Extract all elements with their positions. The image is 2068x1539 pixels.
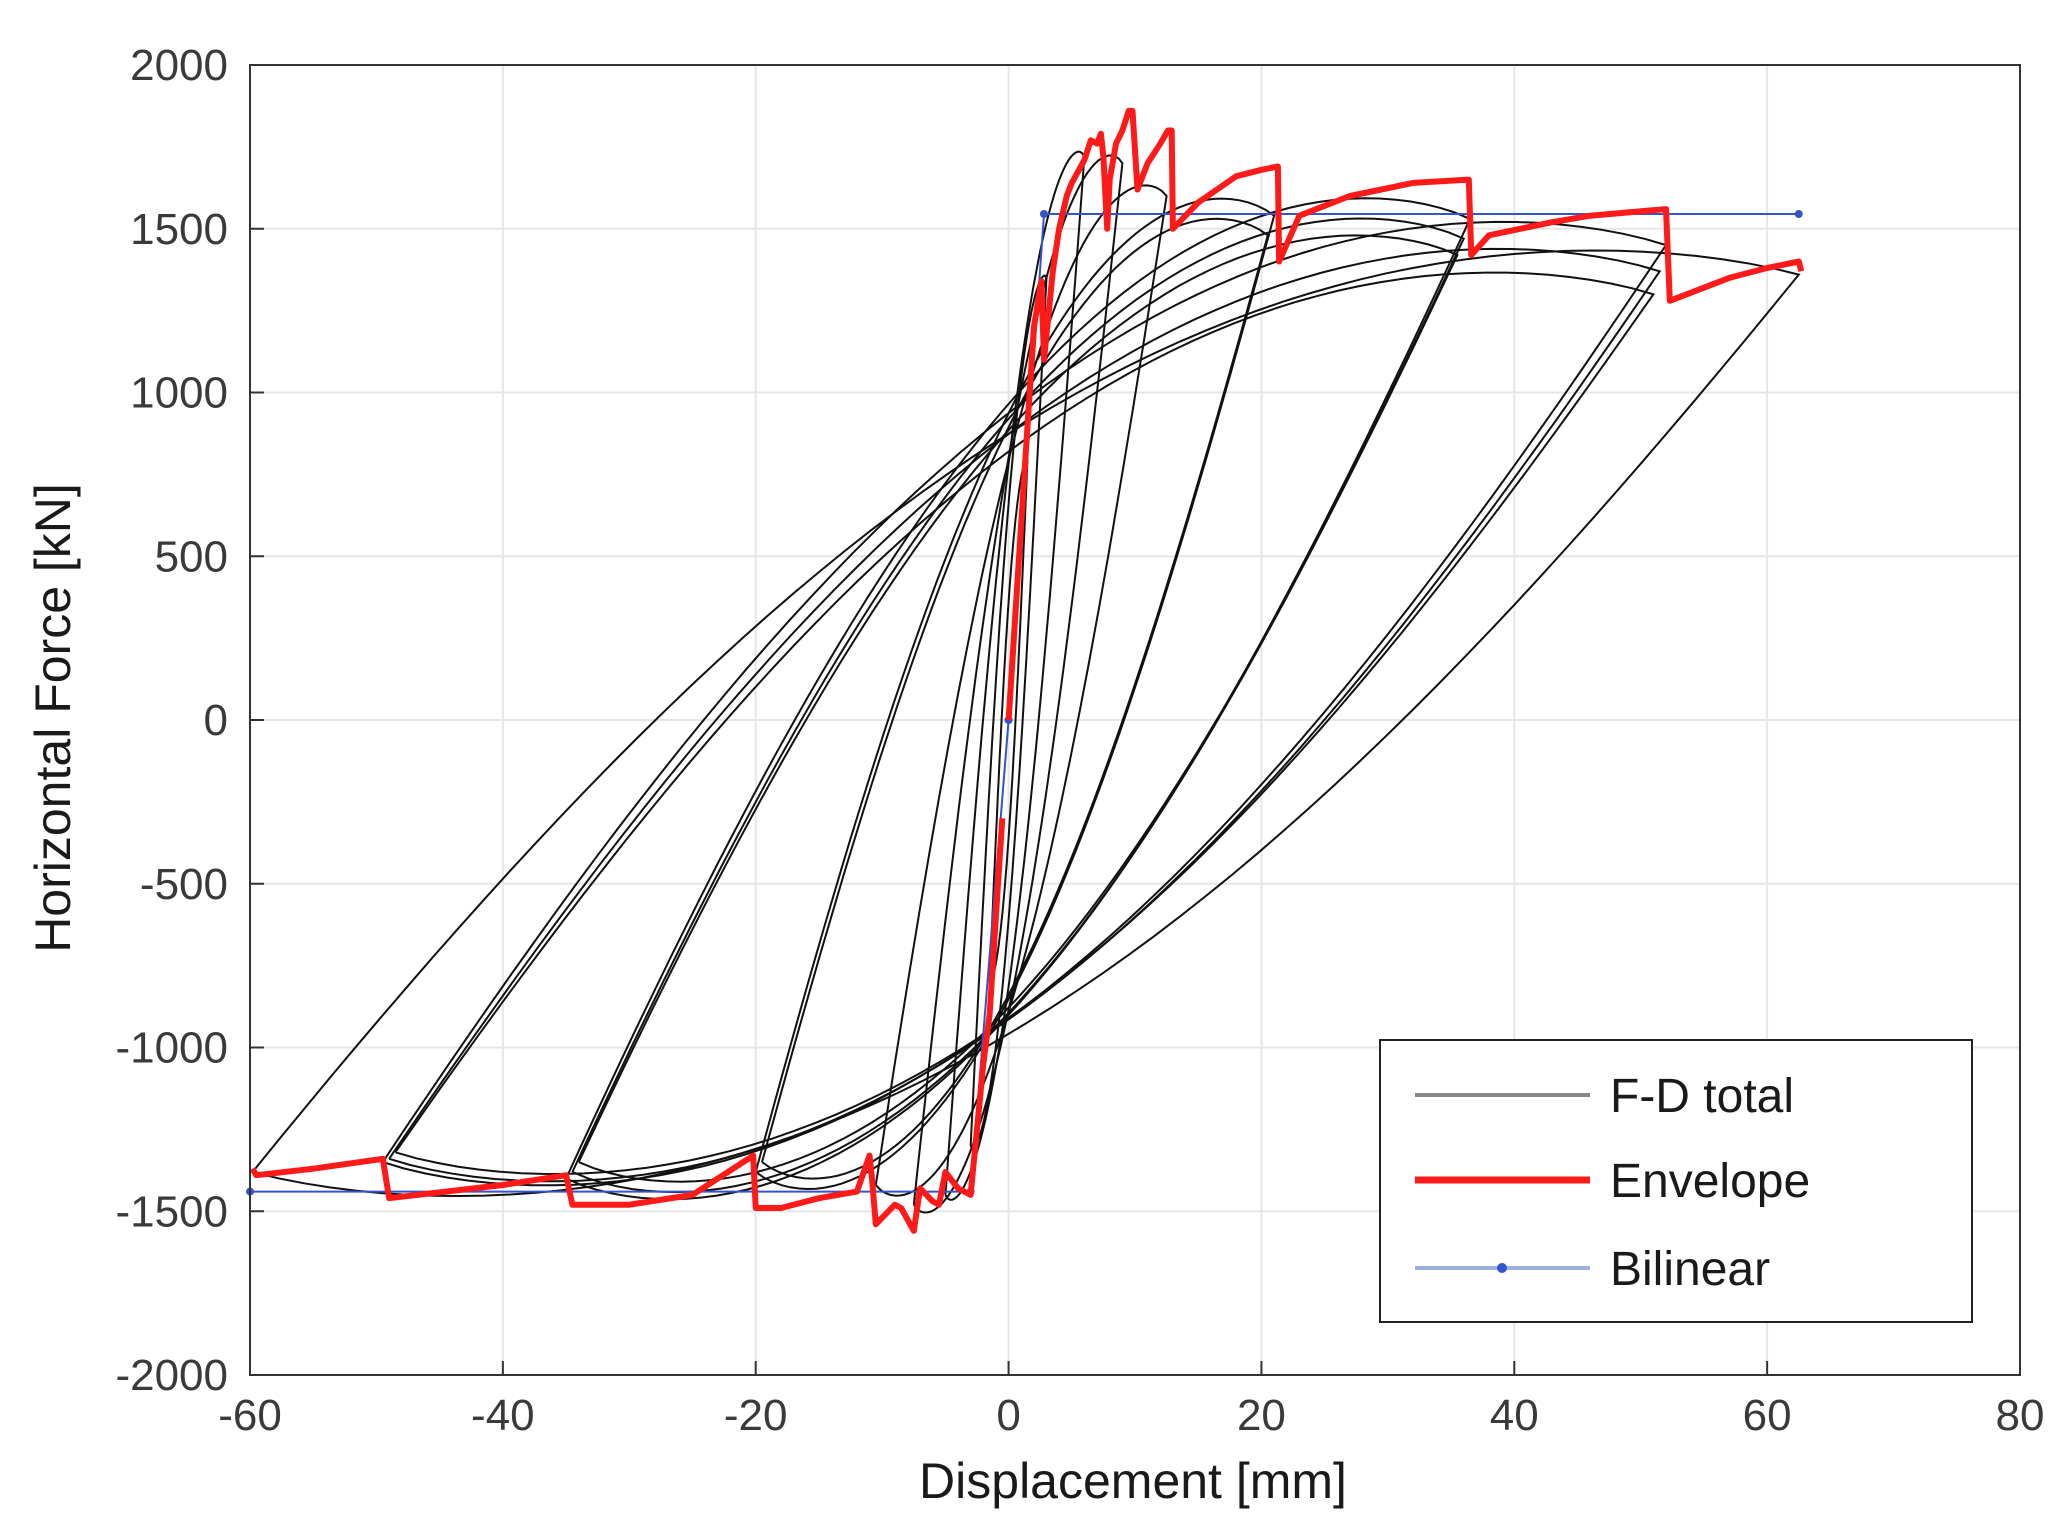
envelope-series	[249, 107, 1805, 1234]
plot-area	[246, 107, 1805, 1234]
legend-label-bilinear: Bilinear	[1610, 1243, 1770, 1296]
fd-loop-3	[912, 154, 1124, 1214]
legend-label-fd-total: F-D total	[1610, 1070, 1794, 1123]
fd-loop-13	[251, 249, 1801, 1198]
x-tick-label-3: 0	[996, 1391, 1020, 1440]
bilinear-point-pos-2	[1794, 210, 1803, 219]
y-axis-ticks: -2000 -1500 -1000 -500 0 500 1000 1500 2000	[115, 41, 264, 1400]
legend-marker-bilinear	[1497, 1263, 1507, 1273]
legend-label-envelope: Envelope	[1610, 1155, 1810, 1208]
x-tick-label-7: 80	[1996, 1391, 2045, 1440]
y-tick-label-5: 500	[155, 532, 228, 581]
fd-loop-5	[754, 197, 1276, 1191]
fd-loop-12	[394, 271, 1656, 1176]
y-tick-label-2: -1000	[115, 1024, 228, 1073]
y-tick-label-4: 0	[204, 696, 228, 745]
y-tick-label-6: 1000	[130, 369, 228, 418]
y-axis-title: Horizontal Force [kN]	[25, 483, 81, 953]
y-tick-label-1: -1500	[115, 1187, 228, 1236]
legend: F-D total Envelope Bilinear	[1379, 1039, 1973, 1323]
bilinear-point-pos-1	[1039, 210, 1048, 219]
x-tick-label-6: 60	[1743, 1391, 1792, 1440]
y-tick-label-0: -2000	[115, 1351, 228, 1400]
y-tick-label-7: 1500	[130, 205, 228, 254]
fd-loop-9	[577, 234, 1459, 1183]
fd-loop-6	[761, 217, 1269, 1180]
x-tick-label-4: 20	[1237, 1391, 1286, 1440]
x-axis-ticks: -60 -40 -20 0 20 40 60 80	[218, 1361, 2044, 1440]
x-axis-title: Displacement [mm]	[919, 1453, 1347, 1509]
envelope-negative	[249, 818, 1006, 1234]
x-tick-label-5: 40	[1490, 1391, 1539, 1440]
y-tick-label-3: -500	[140, 860, 228, 909]
x-tick-label-0: -60	[218, 1391, 282, 1440]
fd-loop-8	[571, 217, 1466, 1194]
envelope-positive	[1005, 107, 1805, 721]
x-tick-label-1: -40	[471, 1391, 535, 1440]
fd-loop-4	[874, 184, 1168, 1197]
x-tick-label-2: -20	[724, 1391, 788, 1440]
y-tick-label-8: 2000	[130, 41, 228, 90]
